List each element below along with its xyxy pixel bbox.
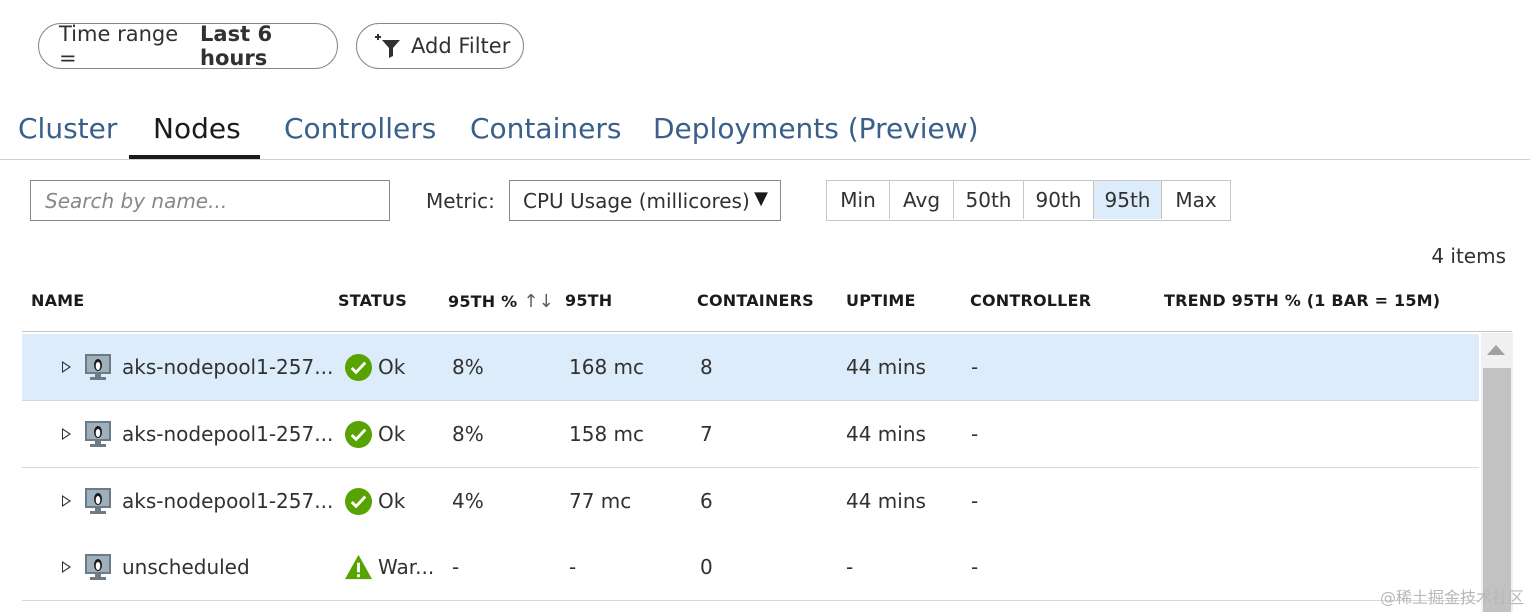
scrollbar-thumb[interactable] (1483, 368, 1511, 612)
node-vm-icon (85, 354, 111, 380)
status-text: Ok (378, 422, 406, 446)
percentile-selector: Min Avg 50th 90th 95th Max (826, 180, 1231, 221)
time-range-value: Last 6 hours (200, 22, 273, 70)
controller-value: - (971, 422, 979, 446)
metric-value: 77 mc (569, 489, 632, 513)
status-ok-icon (344, 487, 373, 516)
status-text: War... (378, 555, 435, 579)
percent-value: 8% (452, 422, 484, 446)
scroll-up-arrow-icon[interactable] (1487, 345, 1505, 355)
column-header-status[interactable]: STATUS (338, 291, 407, 310)
status-text: Ok (378, 355, 406, 379)
percentile-avg-button[interactable]: Avg (890, 181, 954, 219)
percentile-90th-button[interactable]: 90th (1024, 181, 1094, 219)
tab-controllers[interactable]: Controllers (284, 112, 437, 145)
item-count: 4 items (1431, 244, 1506, 268)
metric-value: 168 mc (569, 355, 645, 379)
add-filter-icon (375, 34, 400, 58)
metric-dropdown[interactable]: CPU Usage (millicores) ▼ (509, 180, 781, 221)
status-ok-icon (344, 420, 373, 449)
node-name[interactable]: aks-nodepool1-257... (122, 489, 334, 513)
metric-selected-value: CPU Usage (millicores) (523, 188, 750, 213)
controller-value: - (971, 555, 979, 579)
percentile-95th-button[interactable]: 95th (1094, 181, 1162, 219)
uptime-value: 44 mins (846, 422, 926, 446)
dropdown-arrow-icon: ▼ (754, 188, 768, 209)
add-filter-label: Add Filter (411, 34, 511, 58)
table-row[interactable]: aks-nodepool1-257... Ok 8% 168 mc 8 44 mins - (22, 334, 1479, 401)
status-ok-icon (344, 353, 373, 382)
containers-count: 6 (700, 489, 713, 513)
metric-value: - (569, 555, 577, 579)
containers-count: 0 (700, 555, 713, 579)
percentile-max-button[interactable]: Max (1162, 181, 1230, 219)
percent-value: - (452, 555, 460, 579)
column-header-uptime[interactable]: UPTIME (846, 291, 916, 310)
add-filter-button[interactable]: Add Filter (356, 23, 524, 69)
column-header-95th-pct-label: 95TH % (448, 292, 518, 311)
containers-count: 7 (700, 422, 713, 446)
controller-value: - (971, 355, 979, 379)
column-header-name[interactable]: NAME (31, 291, 85, 310)
expand-row-icon[interactable] (62, 428, 71, 440)
table-header: NAME STATUS 95TH % ↑↓ 95TH CONTAINERS UPT… (22, 288, 1512, 332)
containers-count: 8 (700, 355, 713, 379)
status-text: Ok (378, 489, 406, 513)
tab-bar: Cluster Nodes Controllers Containers Dep… (0, 100, 1530, 160)
uptime-value: 44 mins (846, 489, 926, 513)
uptime-value: 44 mins (846, 355, 926, 379)
time-range-label: Time range = (59, 22, 179, 70)
search-input[interactable] (30, 180, 390, 221)
column-header-containers[interactable]: CONTAINERS (697, 291, 814, 310)
status-warning-icon (344, 554, 373, 580)
uptime-value: - (846, 555, 854, 579)
tab-nodes[interactable]: Nodes (153, 112, 241, 145)
table-row[interactable]: unscheduled War... - -0- - (22, 534, 1479, 601)
controller-value: - (971, 489, 979, 513)
column-header-trend[interactable]: TREND 95TH % (1 BAR = 15M) (1164, 291, 1441, 310)
percentile-50th-button[interactable]: 50th (954, 181, 1024, 219)
time-range-filter[interactable]: Time range = Last 6 hours (38, 22, 338, 70)
column-header-95th[interactable]: 95TH (565, 291, 613, 310)
expand-row-icon[interactable] (62, 361, 71, 373)
expand-row-icon[interactable] (62, 561, 71, 573)
node-vm-icon (85, 421, 111, 447)
metric-value: 158 mc (569, 422, 645, 446)
tab-containers[interactable]: Containers (470, 112, 622, 145)
sort-icon: ↑↓ (523, 291, 554, 312)
node-name[interactable]: aks-nodepool1-257... (122, 355, 334, 379)
active-tab-underline (129, 155, 260, 159)
expand-row-icon[interactable] (62, 495, 71, 507)
percentile-min-button[interactable]: Min (827, 181, 890, 219)
node-name[interactable]: aks-nodepool1-257... (122, 422, 334, 446)
column-header-controller[interactable]: CONTROLLER (970, 291, 1092, 310)
watermark: @稀土掘金技术社区 (1379, 588, 1524, 607)
column-header-95th-pct[interactable]: 95TH % ↑↓ (448, 291, 554, 312)
table-row[interactable]: aks-nodepool1-257... Ok 8% 158 mc 7 44 mins - (22, 401, 1479, 468)
node-name[interactable]: unscheduled (122, 555, 250, 579)
tab-cluster[interactable]: Cluster (18, 112, 118, 145)
node-vm-icon (85, 554, 111, 580)
percent-value: 4% (452, 489, 484, 513)
percent-value: 8% (452, 355, 484, 379)
table-row[interactable]: aks-nodepool1-257... Ok 4% 77 mc 6 44 mins - (22, 468, 1479, 535)
tab-deployments[interactable]: Deployments (Preview) (653, 112, 979, 145)
node-vm-icon (85, 488, 111, 514)
metric-label: Metric: (426, 189, 495, 213)
